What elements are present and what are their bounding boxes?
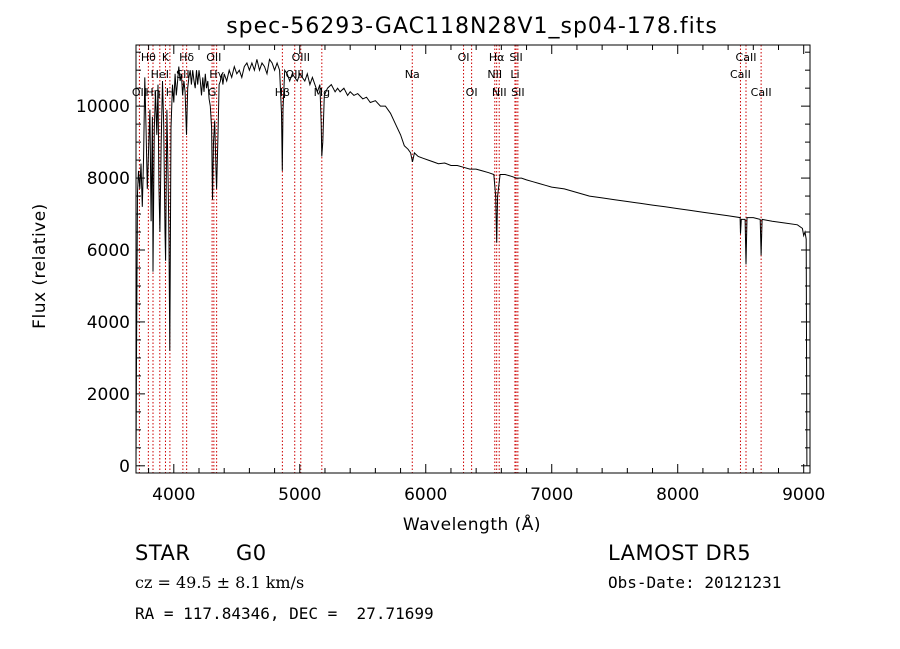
- y-tick-label: 8000: [87, 169, 130, 189]
- chart-title: spec-56293-GAC118N28V1_sp04-178.fits: [226, 14, 718, 39]
- x-tick-label: 9000: [782, 485, 825, 505]
- y-tick-label: 0: [119, 457, 130, 477]
- line-label: Mg: [314, 86, 330, 99]
- line-label: H: [166, 86, 174, 99]
- line-label: Hη: [145, 86, 160, 99]
- line-label: K: [162, 51, 170, 64]
- line-label: OIII: [292, 51, 310, 64]
- line-label: Hβ: [275, 86, 290, 99]
- line-label: CaII: [736, 51, 757, 64]
- line-label: NII: [487, 68, 502, 81]
- line-labels: OIIHθHηHeIKHHδSIIGOIIHγHβOIIIOIIIMgNaOIO…: [132, 51, 772, 99]
- x-tick-label: 4000: [152, 485, 195, 505]
- line-label: Li: [510, 68, 519, 81]
- line-label: OIII: [286, 68, 304, 81]
- object-class: STAR: [135, 541, 191, 565]
- line-label: OI: [458, 51, 470, 64]
- line-label: Hδ: [179, 51, 194, 64]
- line-label: NII: [492, 86, 507, 99]
- coordinates: RA = 117.84346, DEC = 27.71699: [135, 604, 434, 623]
- observation-date: Obs-Date: 20121231: [608, 573, 782, 592]
- y-axis-label: Flux (relative): [30, 203, 50, 329]
- line-markers: [138, 45, 762, 473]
- survey-name: LAMOST DR5: [608, 541, 752, 565]
- x-tick-label: 8000: [656, 485, 699, 505]
- x-axis-label: Wavelength (Å): [403, 513, 541, 535]
- x-tick-label: 5000: [278, 485, 321, 505]
- line-label: SII: [509, 51, 522, 64]
- y-tick-label: 10000: [76, 97, 130, 117]
- y-tick-label: 6000: [87, 241, 130, 261]
- line-label: Hα: [489, 51, 505, 64]
- line-label: CaII: [751, 86, 772, 99]
- line-label: Na: [405, 68, 420, 81]
- line-label: CaII: [730, 68, 751, 81]
- y-tick-label: 2000: [87, 385, 130, 405]
- x-axis: 4000 5000 6000 7000 8000 9000: [148, 45, 825, 505]
- line-label: HeI: [151, 68, 169, 81]
- x-tick-label: 6000: [404, 485, 447, 505]
- y-axis: 0 2000 4000 6000 8000 10000: [76, 51, 810, 477]
- object-subclass: G0: [236, 541, 267, 565]
- y-tick-label: 4000: [87, 313, 130, 333]
- line-label: OI: [466, 86, 478, 99]
- line-label: OII: [206, 51, 221, 64]
- plot-frame: [135, 44, 811, 474]
- line-label: Hθ: [141, 51, 156, 64]
- x-tick-label: 7000: [530, 485, 573, 505]
- line-label: G: [208, 86, 217, 99]
- line-label: SII: [511, 86, 524, 99]
- redshift-velocity: cz = 49.5 ± 8.1 km/s: [135, 573, 305, 592]
- spectrum-line: [135, 58, 808, 466]
